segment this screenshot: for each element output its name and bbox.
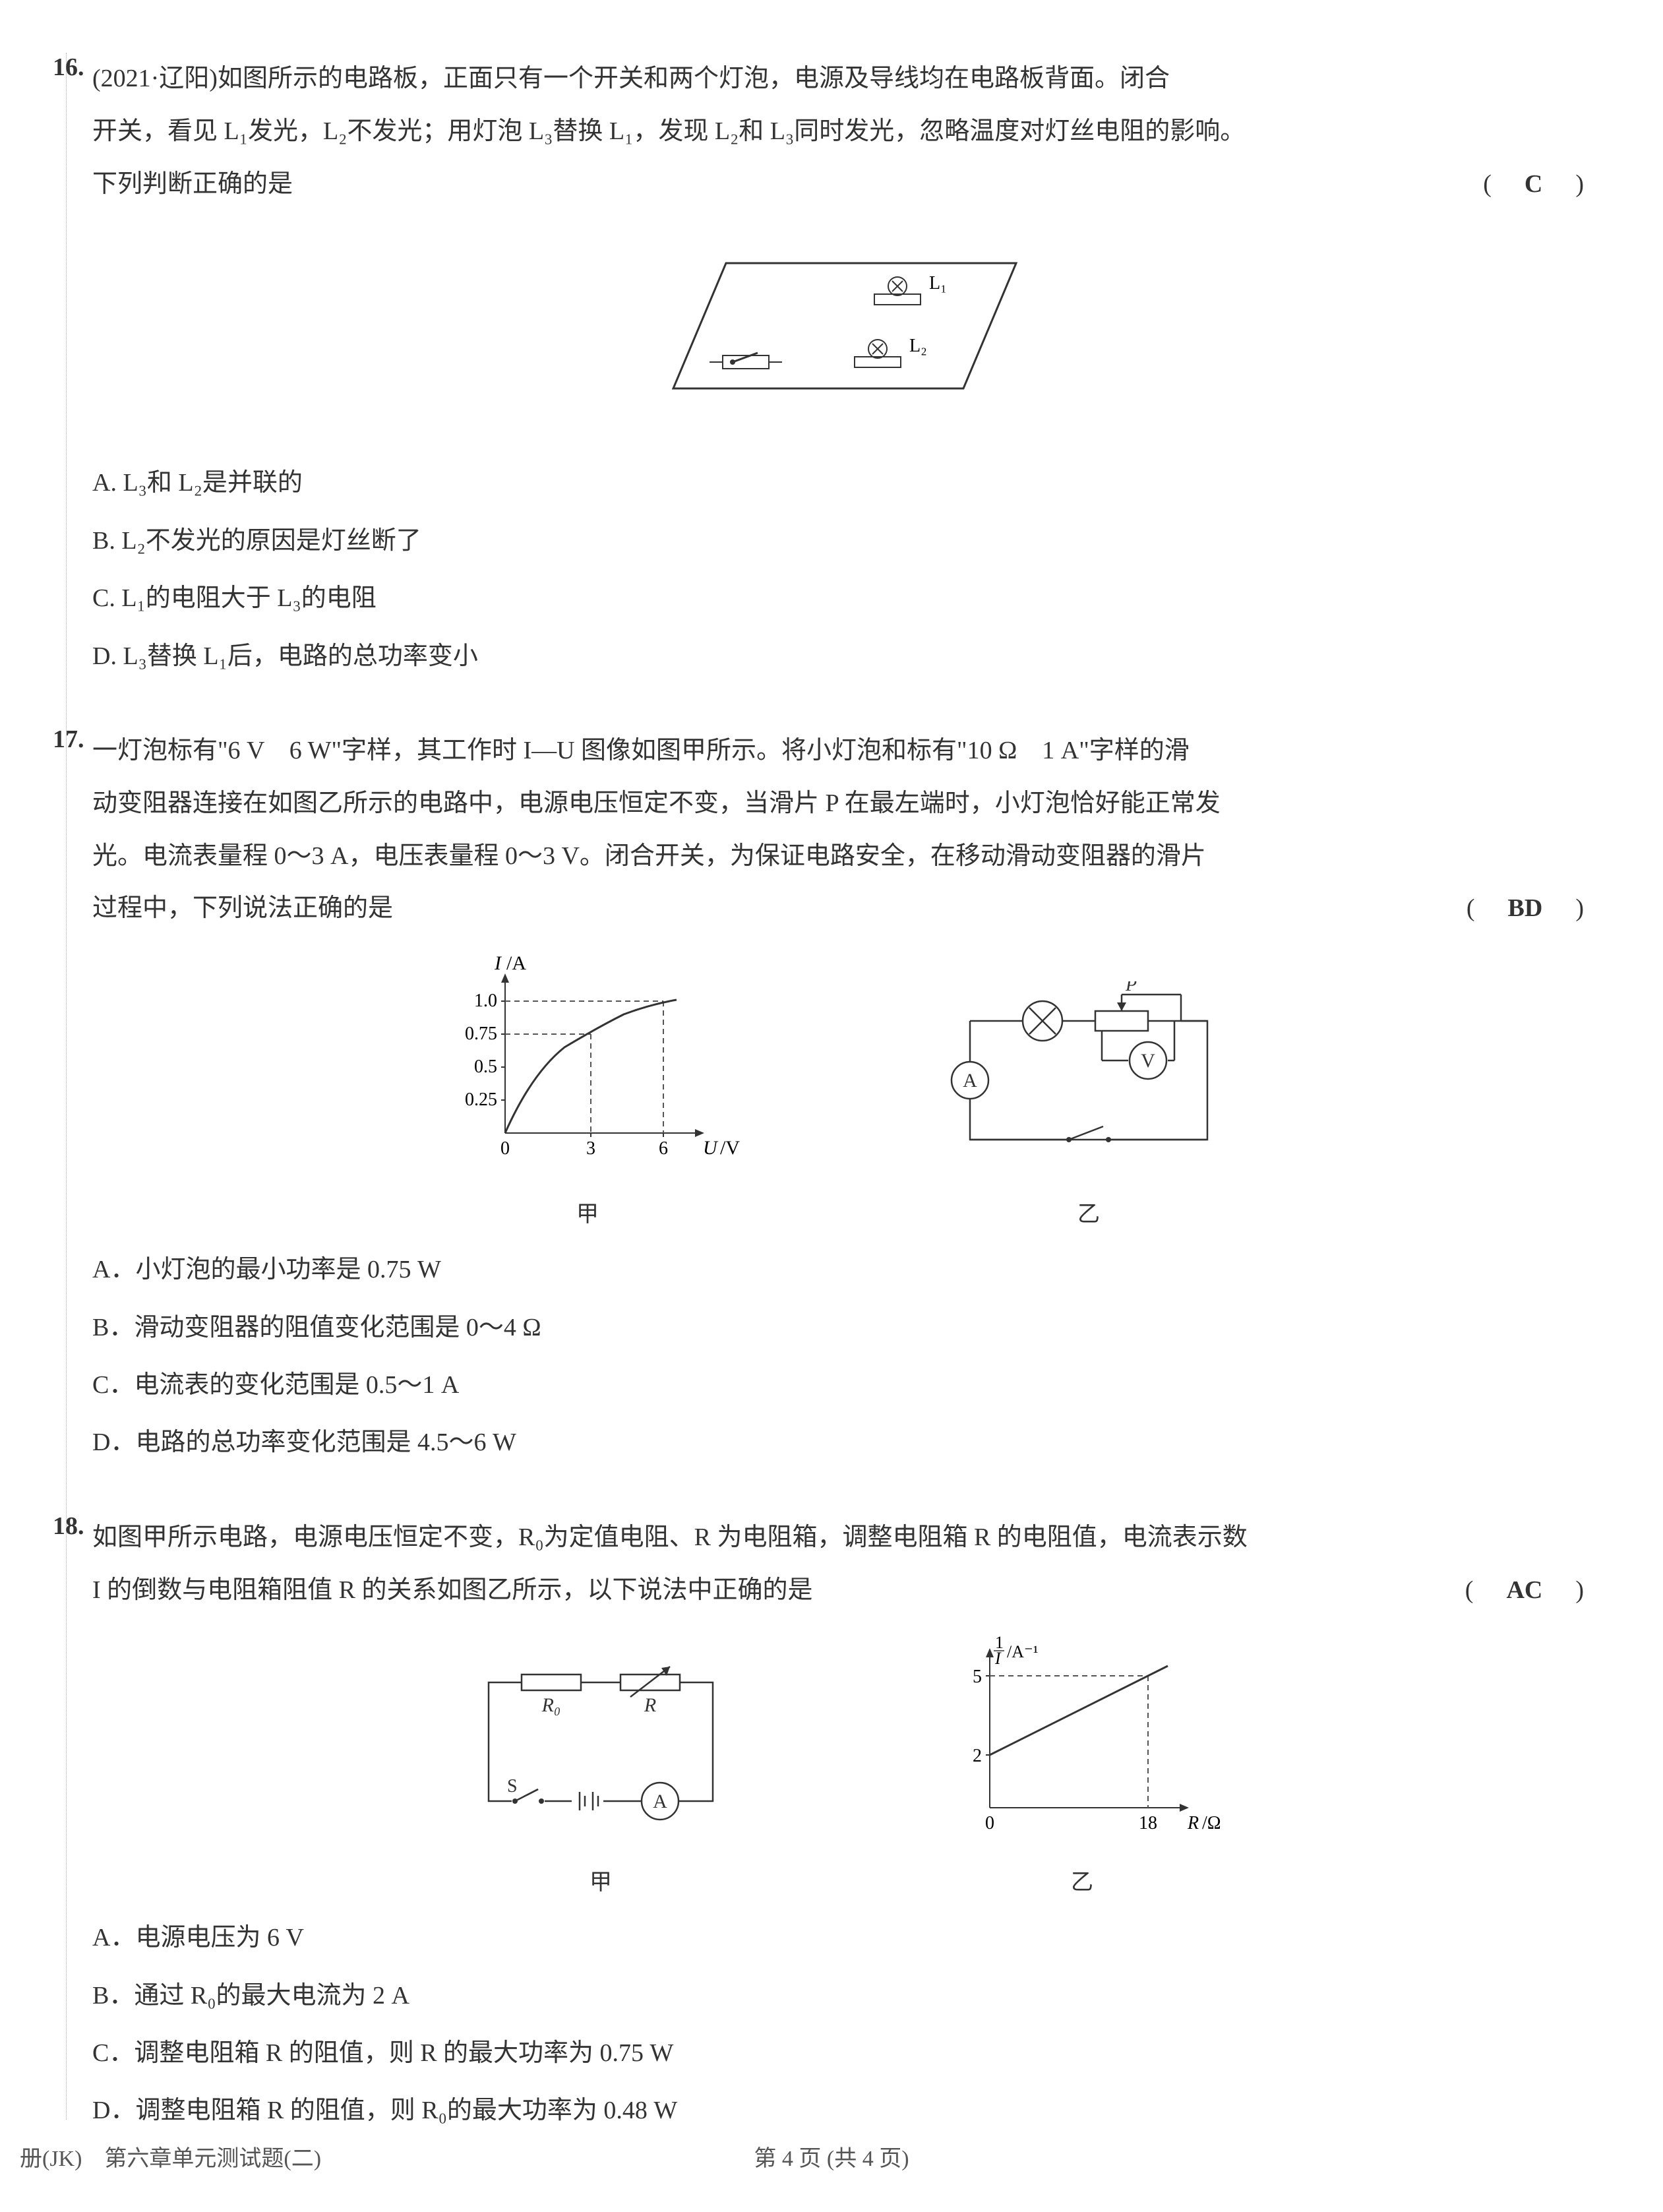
q17-ytick-1: 0.5 — [474, 1057, 497, 1077]
q17-option-D: D．电路的总功率变化范围是 4.5～6 W — [92, 1414, 1584, 1471]
q18-xtick-0: 0 — [985, 1813, 994, 1833]
q16-line1: (2021·辽阳)如图所示的电路板，正面只有一个开关和两个灯泡，电源及导线均在电… — [92, 65, 1170, 92]
q17-graph-wrap: I /A U /V 0.25 0.5 0.75 1.0 — [429, 955, 746, 1228]
svg-text:/V: /V — [720, 1137, 740, 1159]
page-left-rule — [66, 53, 67, 2120]
q16-option-B: B. L₂不发光的原因是灯丝断了 — [92, 512, 1584, 570]
q18-ytick-0: 2 — [973, 1746, 982, 1766]
q17-line1: 一灯泡标有"6 V 6 W"字样，其工作时 I―U 图像如图甲所示。将小灯泡和标… — [92, 737, 1190, 764]
q17-ytick-3: 1.0 — [474, 991, 497, 1011]
svg-text:R: R — [1187, 1813, 1199, 1833]
question-17: 17. 一灯泡标有"6 V 6 W"字样，其工作时 I―U 图像如图甲所示。将小… — [92, 725, 1584, 1472]
q17-option-A: A．小灯泡的最小功率是 0.75 W — [92, 1241, 1584, 1299]
q18-xtick-1: 18 — [1139, 1813, 1157, 1833]
svg-text:P: P — [1125, 981, 1137, 995]
q16-option-D: D. L₃替换 L₁后，电路的总功率变小 — [92, 628, 1584, 685]
q18-graph-svg: 1 I /A⁻¹ R /Ω 2 5 0 18 — [937, 1636, 1227, 1847]
q16-circuit-board-svg: L₁ L₂ — [614, 224, 1062, 435]
question-16: 16. (2021·辽阳)如图所示的电路板，正面只有一个开关和两个灯泡，电源及导… — [92, 53, 1584, 685]
q16-L1-label: L₁ — [929, 273, 947, 293]
q18-option-C: C．调整电阻箱 R 的阻值，则 R 的最大功率为 0.75 W — [92, 2025, 1584, 2082]
q17-answer: BD — [1508, 894, 1543, 922]
q18-stem: 如图甲所示电路，电源电压恒定不变，R₀为定值电阻、R 为电阻箱，调整电阻箱 R … — [92, 1512, 1584, 1617]
q16-line2: 开关，看见 L₁发光，L₂不发光；用灯泡 L₃替换 L₁，发现 L₂和 L₃同时… — [92, 117, 1245, 145]
q18-options: A．电源电压为 6 V B．通过 R₀的最大电流为 2 A C．调整电阻箱 R … — [92, 1909, 1584, 2140]
q17-stem: 一灯泡标有"6 V 6 W"字样，其工作时 I―U 图像如图甲所示。将小灯泡和标… — [92, 725, 1584, 935]
q18-figures: R₀ R — [92, 1636, 1584, 1896]
q17-options: A．小灯泡的最小功率是 0.75 W B．滑动变阻器的阻值变化范围是 0～4 Ω… — [92, 1241, 1584, 1472]
svg-text:R: R — [644, 1694, 656, 1716]
q18-line1: 如图甲所示电路，电源电压恒定不变，R₀为定值电阻、R 为电阻箱，调整电阻箱 R … — [92, 1523, 1248, 1551]
q18-option-D: D．调整电阻箱 R 的阻值，则 R₀的最大功率为 0.48 W — [92, 2082, 1584, 2139]
svg-text:/Ω: /Ω — [1202, 1813, 1221, 1833]
q18-answer: AC — [1506, 1576, 1542, 1604]
q17-line4: 过程中，下列说法正确的是 — [92, 894, 393, 922]
svg-text:R₀: R₀ — [541, 1694, 561, 1716]
q17-line2: 动变阻器连接在如图乙所示的电路中，电源电压恒定不变，当滑片 P 在最左端时，小灯… — [92, 789, 1221, 817]
q17-circuit-wrap: P A V — [930, 981, 1247, 1228]
q16-line3: 下列判断正确的是 — [92, 170, 293, 198]
q17-circuit-svg: P A V — [930, 981, 1247, 1179]
svg-text:/A: /A — [506, 955, 526, 974]
q16-number: 16. — [53, 53, 84, 82]
q16-option-C: C. L₁的电阻大于 L₃的电阻 — [92, 570, 1584, 627]
q17-circuit-cap: 乙 — [930, 1196, 1247, 1228]
q16-answer-slot: ( C ) — [1483, 158, 1584, 211]
q17-graph-cap: 甲 — [429, 1196, 746, 1228]
svg-text:A: A — [653, 1791, 667, 1812]
q17-xtick-2: 6 — [659, 1138, 668, 1159]
q18-graph-cap: 乙 — [937, 1864, 1227, 1896]
q16-options: A. L₃和 L₂是并联的 B. L₂不发光的原因是灯丝断了 C. L₁的电阻大… — [92, 454, 1584, 685]
page-footer: 册(JK) 第六章单元测试题(二) 第 4 页 (共 4 页) — [0, 2140, 1663, 2172]
q17-graph-svg: I /A U /V 0.25 0.5 0.75 1.0 — [429, 955, 746, 1179]
q17-ytick-2: 0.75 — [465, 1024, 497, 1044]
q17-figures: I /A U /V 0.25 0.5 0.75 1.0 — [92, 955, 1584, 1228]
svg-text:S: S — [507, 1776, 518, 1797]
q18-option-B: B．通过 R₀的最大电流为 2 A — [92, 1967, 1584, 2025]
q17-number: 17. — [53, 725, 84, 754]
q18-number: 18. — [53, 1512, 84, 1541]
q17-line3: 光。电流表量程 0～3 A，电压表量程 0～3 V。闭合开关，为保证电路安全，在… — [92, 842, 1206, 870]
q17-option-B: B．滑动变阻器的阻值变化范围是 0～4 Ω — [92, 1299, 1584, 1357]
q18-answer-slot: ( AC ) — [1465, 1564, 1584, 1617]
q18-option-A: A．电源电压为 6 V — [92, 1909, 1584, 1967]
q16-option-A: A. L₃和 L₂是并联的 — [92, 454, 1584, 512]
svg-text:V: V — [1141, 1050, 1155, 1072]
svg-text:/A⁻¹: /A⁻¹ — [1007, 1642, 1039, 1661]
q18-circuit-cap: 甲 — [449, 1864, 752, 1896]
svg-text:A: A — [963, 1070, 977, 1091]
q17-xtick-1: 3 — [586, 1138, 595, 1159]
footer-left: 册(JK) 第六章单元测试题(二) — [20, 2140, 321, 2172]
q17-ytick-0: 0.25 — [465, 1090, 497, 1110]
q18-graph-wrap: 1 I /A⁻¹ R /Ω 2 5 0 18 — [937, 1636, 1227, 1896]
svg-text:I: I — [494, 955, 502, 974]
q16-L2-label: L₂ — [909, 336, 927, 356]
q18-line2: I 的倒数与电阻箱阻值 R 的关系如图乙所示，以下说法中正确的是 — [92, 1576, 813, 1604]
svg-text:I: I — [994, 1649, 1002, 1668]
q17-option-C: C．电流表的变化范围是 0.5～1 A — [92, 1357, 1584, 1414]
q16-figure: L₁ L₂ — [92, 224, 1584, 435]
question-18: 18. 如图甲所示电路，电源电压恒定不变，R₀为定值电阻、R 为电阻箱，调整电阻… — [92, 1512, 1584, 2140]
q17-answer-slot: ( BD ) — [1466, 882, 1584, 935]
svg-text:U: U — [703, 1137, 719, 1159]
q16-answer: C — [1525, 170, 1542, 198]
q17-xtick-0: 0 — [500, 1138, 510, 1159]
q16-stem: (2021·辽阳)如图所示的电路板，正面只有一个开关和两个灯泡，电源及导线均在电… — [92, 53, 1584, 210]
q18-circuit-svg: R₀ R — [449, 1649, 752, 1847]
q18-circuit-wrap: R₀ R — [449, 1649, 752, 1896]
q18-ytick-1: 5 — [973, 1667, 982, 1687]
